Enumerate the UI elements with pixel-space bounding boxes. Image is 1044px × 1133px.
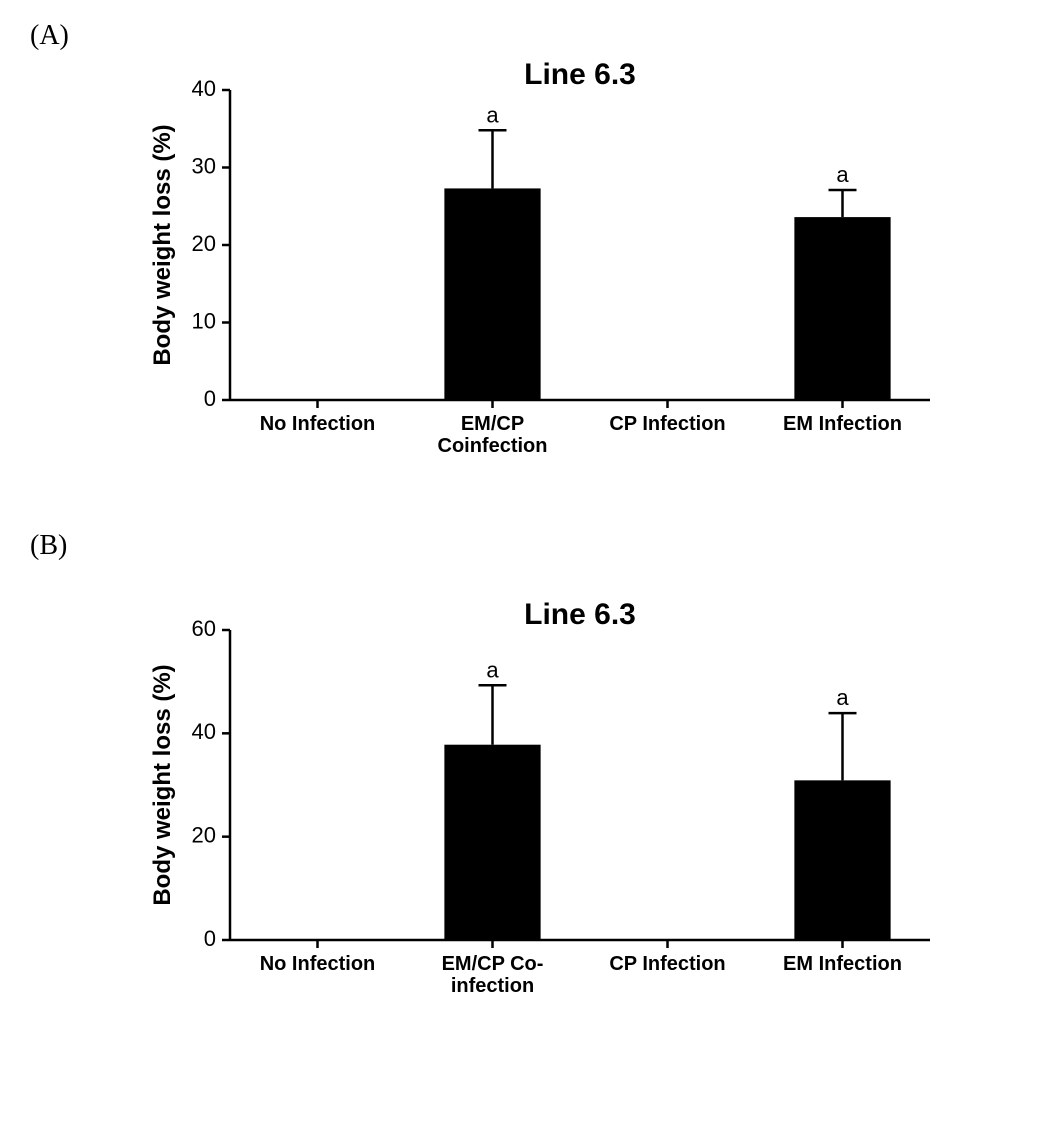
svg-text:Body weight loss (%): Body weight loss (%) [149, 664, 176, 905]
svg-text:20: 20 [192, 822, 216, 847]
svg-text:Line 6.3: Line 6.3 [524, 58, 636, 91]
svg-text:EM Infection: EM Infection [783, 953, 902, 975]
svg-text:Coinfection: Coinfection [438, 435, 548, 457]
chart-a: 0 10 20 30 40 Body weight loss (%) Line 6.3 No … [140, 50, 960, 490]
svg-text:10: 10 [192, 308, 216, 333]
svg-text:40: 40 [192, 76, 216, 101]
svg-text:No Infection: No Infection [260, 953, 376, 975]
panel-label-a: (A) [30, 20, 69, 52]
svg-text:a: a [836, 162, 849, 187]
svg-text:a: a [486, 102, 499, 127]
page: (A) 0 10 20 30 40 Body weight loss (%) Line 6.… [0, 0, 1044, 1133]
svg-text:EM/CP Co-: EM/CP Co- [442, 953, 544, 975]
svg-text:20: 20 [192, 231, 216, 256]
svg-text:infection: infection [451, 975, 534, 997]
svg-text:40: 40 [192, 719, 216, 744]
svg-text:Line 6.3: Line 6.3 [524, 598, 636, 631]
svg-text:EM Infection: EM Infection [783, 413, 902, 435]
svg-text:a: a [486, 657, 499, 682]
svg-text:Body weight loss (%): Body weight loss (%) [149, 124, 176, 365]
svg-text:0: 0 [204, 386, 216, 411]
svg-text:EM/CP: EM/CP [461, 413, 524, 435]
svg-text:60: 60 [192, 616, 216, 641]
svg-text:CP Infection: CP Infection [609, 413, 725, 435]
svg-text:CP Infection: CP Infection [609, 953, 725, 975]
svg-text:30: 30 [192, 153, 216, 178]
svg-text:a: a [836, 685, 849, 710]
panel-label-b: (B) [30, 530, 67, 562]
svg-text:No Infection: No Infection [260, 413, 376, 435]
chart-b: 0 20 40 60 Body weight loss (%) Line 6.3 No In… [140, 590, 960, 1030]
svg-text:0: 0 [204, 926, 216, 951]
